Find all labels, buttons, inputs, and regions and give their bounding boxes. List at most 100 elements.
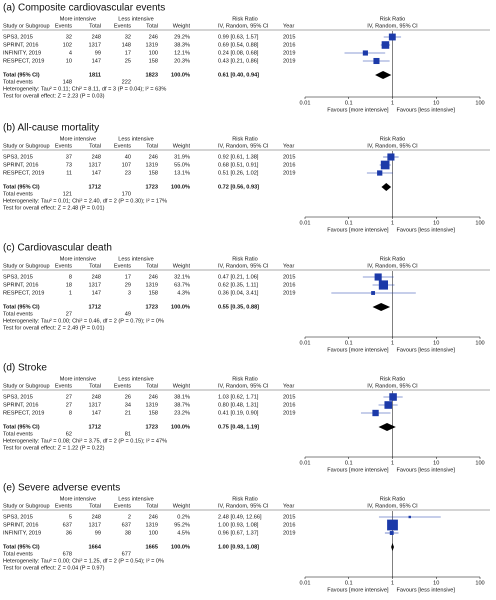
column-header: Total	[89, 23, 101, 29]
cell: 0.99 [0.63, 1.57]	[218, 34, 259, 40]
cell: 2016	[283, 282, 295, 288]
x-tick-label: 1	[391, 460, 394, 466]
column-header: Events	[55, 503, 72, 509]
total-events-label: Total events	[3, 551, 33, 557]
favours-label: Favours [less intensive]	[397, 347, 456, 353]
weight-square	[380, 160, 390, 170]
cell: 1.03 [0.62, 1.71]	[218, 394, 259, 400]
favours-label: Favours [more intensive]	[327, 587, 389, 593]
column-header: Events	[114, 503, 131, 509]
column-header: Year	[283, 263, 294, 269]
cell: 31.9%	[174, 154, 190, 160]
cell: 23.2%	[174, 410, 190, 416]
cell: 3	[128, 290, 131, 296]
cell: 29.2%	[174, 34, 190, 40]
cell: 248	[92, 274, 101, 280]
cell: 4.3%	[177, 290, 190, 296]
cell: 0.62 [0.35, 1.11]	[218, 282, 258, 288]
effect-header: Risk Ratio	[232, 496, 258, 502]
cell: 73	[66, 162, 72, 168]
column-header: Year	[283, 23, 294, 29]
weight-square	[372, 409, 379, 417]
column-header: IV, Random, 95% CI	[218, 23, 269, 29]
group-header: More intensive	[60, 136, 96, 142]
column-header: Year	[283, 503, 294, 509]
cell: 2015	[283, 154, 295, 160]
weight-square	[408, 515, 411, 519]
column-header: Weight	[173, 383, 191, 389]
study-name: SPRINT, 2016	[3, 42, 38, 48]
cell: 2019	[283, 530, 295, 536]
cell: 27	[66, 394, 72, 400]
cell: 95.2%	[174, 522, 190, 528]
heterogeneity: Heterogeneity: Tau² = 0.11; Chi² = 8.11,…	[3, 86, 166, 92]
panel-title: (b) All-cause mortality	[3, 123, 99, 134]
x-tick-label: 10	[433, 220, 439, 226]
cell: 4.5%	[177, 530, 190, 536]
cell: 147	[92, 290, 101, 296]
x-tick-label: 100	[475, 580, 484, 586]
cell: 148	[63, 79, 72, 85]
weight-square	[387, 153, 395, 161]
cell: 17	[125, 274, 131, 280]
cell: 0.47 [0.21, 1.06]	[218, 274, 259, 280]
x-tick-label: 100	[475, 100, 484, 106]
x-tick-label: 0.1	[345, 220, 353, 226]
x-tick-label: 0.01	[300, 100, 311, 106]
weight-square	[374, 273, 382, 281]
x-tick-label: 100	[475, 220, 484, 226]
cell: 147	[92, 410, 101, 416]
study-name: INFINITY, 2019	[3, 50, 41, 56]
column-header: Total	[146, 143, 158, 149]
cell: 2015	[283, 514, 295, 520]
cell: 246	[149, 394, 158, 400]
cell: 2015	[283, 394, 295, 400]
group-header: More intensive	[60, 16, 96, 22]
cell: 1811	[89, 72, 101, 78]
study-name: SPS3, 2015	[3, 34, 33, 40]
favours-label: Favours [more intensive]	[327, 347, 389, 353]
cell: 0.68 [0.51, 0.91]	[218, 162, 259, 168]
effect-header: Risk Ratio	[380, 376, 406, 382]
heterogeneity: Heterogeneity: Tau² = 0.01; Chi² = 2.40,…	[3, 198, 167, 204]
cell: 248	[92, 514, 101, 520]
study-name: RESPECT, 2019	[3, 290, 44, 296]
column-header: Total	[146, 263, 158, 269]
cell: 1317	[89, 522, 101, 528]
cell: 11	[66, 170, 72, 176]
cell: 1319	[146, 522, 158, 528]
weight-square	[378, 280, 389, 290]
cell: 0.75 [0.48, 1.19]	[218, 424, 259, 430]
cell: 2019	[283, 58, 295, 64]
cell: 32	[125, 34, 131, 40]
cell: 1319	[146, 282, 158, 288]
cell: 1317	[89, 282, 101, 288]
cell: 170	[122, 191, 131, 197]
cell: 5	[69, 514, 72, 520]
column-header: Events	[114, 383, 131, 389]
study-name: SPS3, 2015	[3, 514, 33, 520]
x-tick-label: 1	[391, 100, 394, 106]
cell: 147	[92, 58, 101, 64]
cell: 8	[69, 410, 72, 416]
cell: 1664	[89, 544, 102, 550]
weight-square	[381, 41, 390, 49]
cell: 4	[69, 50, 72, 56]
x-tick-label: 0.1	[345, 340, 353, 346]
overall-effect: Test for overall effect: Z = 0.04 (P = 0…	[3, 565, 105, 571]
cell: 0.36 [0.04, 3.41]	[218, 290, 259, 296]
column-header: Total	[89, 143, 101, 149]
cell: 147	[92, 170, 101, 176]
overall-effect: Test for overall effect: Z = 1.22 (P = 0…	[3, 445, 105, 451]
column-header: Total	[89, 383, 101, 389]
favours-label: Favours [less intensive]	[397, 227, 456, 233]
x-tick-label: 0.01	[300, 580, 311, 586]
overall-effect: Test for overall effect: Z = 2.49 (P = 0…	[3, 325, 105, 331]
cell: 0.2%	[177, 514, 190, 520]
x-tick-label: 100	[475, 460, 484, 466]
study-name: SPRINT, 2016	[3, 162, 38, 168]
column-header: Total	[146, 383, 158, 389]
weight-square	[387, 519, 398, 531]
weight-square	[371, 291, 376, 295]
